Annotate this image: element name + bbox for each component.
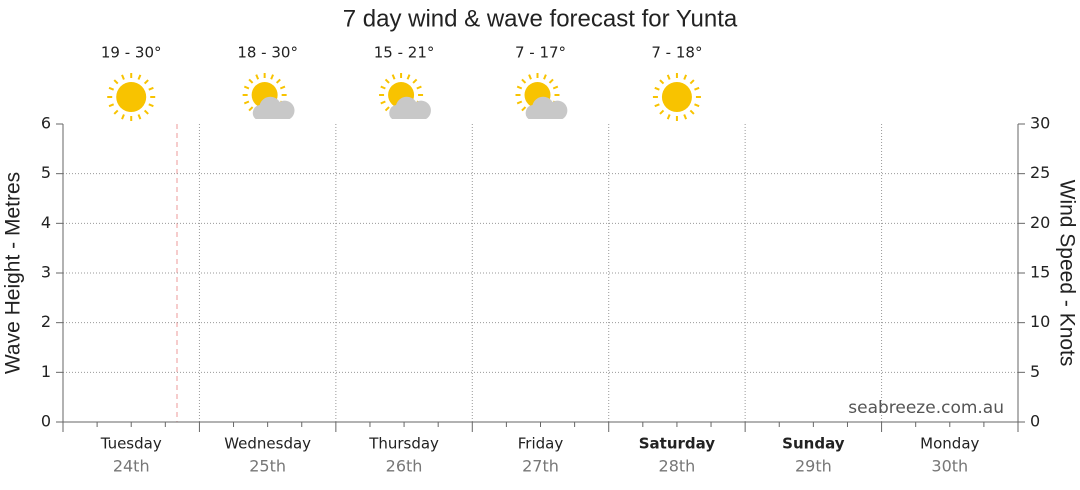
watermark: seabreeze.com.au <box>848 398 1004 418</box>
sun-ray <box>406 74 411 80</box>
sun-ray <box>391 74 396 80</box>
sun-ray <box>416 85 422 90</box>
temperature-range: 7 - 17° <box>515 44 566 62</box>
sun-ray <box>654 86 660 91</box>
temperature-range: 18 - 30° <box>237 44 298 62</box>
x-date-label: 24th <box>113 457 150 476</box>
weather-icon <box>242 73 295 119</box>
chart-title: 7 day wind & wave forecast for Yunta <box>343 5 738 32</box>
sun-ray <box>108 103 115 108</box>
sun-ray <box>683 114 688 120</box>
sun-ray <box>543 74 547 80</box>
sun-ray <box>380 85 386 90</box>
sun-ray <box>528 74 532 80</box>
sun-ray <box>270 74 274 80</box>
temperature-range: 19 - 30° <box>101 44 162 62</box>
sun-ray <box>279 85 286 90</box>
y-axis-label: Wave Height - Metres <box>2 172 25 374</box>
y-tick-label: 0 <box>41 412 51 431</box>
x-date-label: 28th <box>659 457 696 476</box>
x-tick-label: Monday <box>920 435 979 453</box>
sun-ray <box>521 106 527 112</box>
y2-axis-label: Wind Speed - Knots <box>1055 180 1078 367</box>
sun-ray <box>248 78 254 84</box>
sun-ray <box>243 100 250 105</box>
weather-icon <box>107 73 156 121</box>
sun-ray <box>516 100 523 105</box>
sun <box>116 82 147 112</box>
y-tick-label: 6 <box>41 114 51 133</box>
y2-tick-label: 20 <box>1030 213 1050 232</box>
x-tick-label: Saturday <box>639 435 716 453</box>
sun-ray <box>121 74 125 80</box>
sun-ray <box>148 103 154 108</box>
x-date-label: 25th <box>249 457 286 476</box>
y2-tick-label: 15 <box>1030 263 1050 282</box>
y-tick-label: 2 <box>41 312 51 331</box>
sun-ray <box>659 79 665 85</box>
y2-tick-label: 5 <box>1030 362 1040 381</box>
x-tick-label: Sunday <box>782 435 845 453</box>
sun-ray <box>384 78 390 84</box>
sun-ray <box>659 109 665 115</box>
cloud <box>525 96 568 119</box>
x-tick-label: Tuesday <box>100 435 162 453</box>
y-tick-label: 4 <box>41 213 51 232</box>
sun-ray <box>548 78 554 84</box>
sun-ray <box>243 85 250 90</box>
sun-ray <box>113 79 119 85</box>
cloud <box>252 96 295 119</box>
sun-ray <box>689 79 695 85</box>
sun-ray <box>666 74 671 80</box>
y-tick-label: 1 <box>41 362 51 381</box>
sun-ray <box>121 114 125 120</box>
x-date-label: 27th <box>522 457 559 476</box>
y2-tick-label: 0 <box>1030 412 1040 431</box>
sun-ray <box>694 86 700 91</box>
sun-ray <box>521 78 527 84</box>
sun-ray <box>248 106 254 112</box>
weather-icon <box>515 73 568 119</box>
weather-icon <box>379 73 431 119</box>
sun-ray <box>689 109 695 115</box>
x-tick-label: Friday <box>518 435 564 453</box>
weather-icon <box>652 73 701 121</box>
temperature-range: 15 - 21° <box>374 44 435 62</box>
sun-ray <box>552 85 559 90</box>
y2-tick-label: 10 <box>1030 312 1050 331</box>
cloud <box>389 96 431 119</box>
y2-tick-label: 25 <box>1030 163 1050 182</box>
x-date-label: 26th <box>386 457 423 476</box>
sun-ray <box>137 74 142 80</box>
sun-ray <box>143 109 149 115</box>
x-date-label: 30th <box>931 457 968 476</box>
sun-ray <box>108 86 115 91</box>
sun-ray <box>275 78 281 84</box>
sun-ray <box>380 100 386 105</box>
x-tick-label: Thursday <box>368 435 439 453</box>
sun <box>661 82 692 112</box>
sun-ray <box>412 78 418 84</box>
sun-ray <box>113 109 119 115</box>
sun-ray <box>137 114 142 120</box>
y-tick-label: 3 <box>41 263 51 282</box>
sun-ray <box>384 106 390 112</box>
sun-ray <box>143 79 149 85</box>
y2-tick-label: 30 <box>1030 114 1050 133</box>
sun-ray <box>654 103 660 108</box>
y-tick-label: 5 <box>41 163 51 182</box>
sun-ray <box>148 86 154 91</box>
sun-ray <box>666 114 671 120</box>
x-date-label: 29th <box>795 457 832 476</box>
x-tick-label: Wednesday <box>224 435 311 453</box>
sun-ray <box>516 85 523 90</box>
sun-ray <box>694 103 700 108</box>
sun-ray <box>683 74 688 80</box>
temperature-range: 7 - 18° <box>651 44 702 62</box>
sun-ray <box>255 74 260 80</box>
